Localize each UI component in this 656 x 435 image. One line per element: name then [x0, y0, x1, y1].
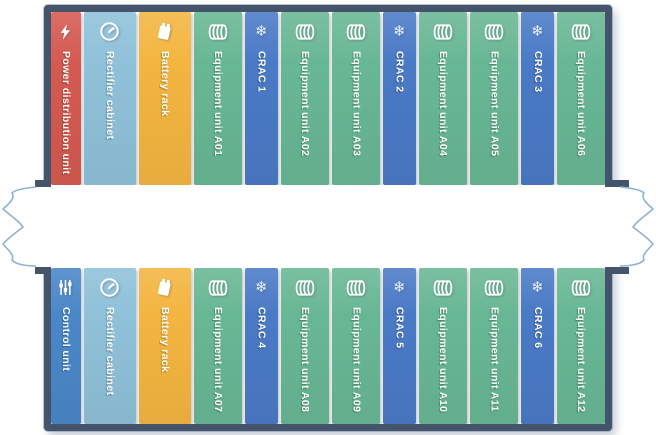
rack-label: Equipment unit A05 — [488, 51, 501, 157]
rack-label: Equipment unit A12 — [575, 307, 588, 413]
rack-label: Equipment unit A01 — [212, 51, 225, 157]
battery-icon — [153, 18, 176, 45]
rack-battery-rack: Battery rack — [138, 12, 191, 185]
server-stack-icon — [432, 18, 454, 45]
rack-equipment-unit-a04: Equipment unit A04 — [418, 12, 467, 185]
rack-equipment-unit-a01: Equipment unit A01 — [193, 12, 243, 185]
rack-crac-1: ❄ CRAC 1 — [245, 12, 278, 185]
rack-label: Equipment unit A09 — [350, 307, 363, 413]
rack-rectifier-cabinet: Rectifier cabinet — [83, 12, 136, 185]
snowflake-icon: ❄ — [531, 278, 544, 296]
rack-crac-6: ❄ CRAC 6 — [521, 268, 554, 424]
gauge-icon — [98, 274, 121, 301]
server-stack-icon — [483, 18, 505, 45]
rack-equipment-unit-a07: Equipment unit A07 — [193, 268, 243, 424]
snowflake-icon: ❄ — [393, 22, 406, 40]
rack-power-distribution-unit: Power distribution unit — [51, 12, 81, 185]
rack-crac-5: ❄ CRAC 5 — [383, 268, 416, 424]
rack-equipment-unit-a08: Equipment unit A08 — [280, 268, 329, 424]
rack-label: CRAC 5 — [393, 307, 406, 349]
rack-equipment-unit-a02: Equipment unit A02 — [280, 12, 329, 185]
diagram-break-band — [0, 185, 656, 268]
rack-label: Rectifier cabinet — [104, 307, 117, 396]
rack-label: CRAC 3 — [531, 51, 544, 93]
rack-label: Control unit — [60, 307, 73, 372]
rack-equipment-unit-a09: Equipment unit A09 — [331, 268, 381, 424]
rack-label: Equipment unit A07 — [212, 307, 225, 413]
equipment-row-bottom: Control unit Rectifier cabinet Battery rac… — [51, 268, 606, 424]
server-stack-icon — [432, 274, 454, 301]
server-stack-icon — [345, 274, 367, 301]
rack-rectifier-cabinet: Rectifier cabinet — [83, 268, 136, 424]
rack-equipment-unit-a03: Equipment unit A03 — [331, 12, 381, 185]
rack-label: Equipment unit A11 — [488, 307, 501, 412]
rack-label: Equipment unit A03 — [350, 51, 363, 157]
rack-equipment-unit-a11: Equipment unit A11 — [469, 268, 519, 424]
gauge-icon — [98, 18, 121, 45]
torn-edge-left-icon — [2, 180, 51, 274]
torn-edge-right-icon — [605, 180, 654, 274]
sliders-icon — [55, 274, 76, 301]
rack-crac-2: ❄ CRAC 2 — [383, 12, 416, 185]
rack-label: CRAC 4 — [255, 307, 268, 349]
server-stack-icon — [207, 274, 229, 301]
rack-label: Equipment unit A04 — [437, 51, 450, 157]
rack-label: Equipment unit A08 — [299, 307, 312, 413]
rack-label: Equipment unit A02 — [299, 51, 312, 157]
battery-icon — [153, 274, 176, 301]
rack-equipment-unit-a06: Equipment unit A06 — [556, 12, 606, 185]
server-stack-icon — [294, 18, 316, 45]
snowflake-icon: ❄ — [255, 22, 268, 40]
server-stack-icon — [345, 18, 367, 45]
rack-equipment-unit-a12: Equipment unit A12 — [556, 268, 606, 424]
snowflake-icon: ❄ — [531, 22, 544, 40]
snowflake-icon: ❄ — [393, 278, 406, 296]
rack-crac-4: ❄ CRAC 4 — [245, 268, 278, 424]
server-stack-icon — [483, 274, 505, 301]
rack-label: Battery rack — [159, 51, 172, 117]
snowflake-icon: ❄ — [255, 278, 268, 296]
server-stack-icon — [294, 274, 316, 301]
rack-equipment-unit-a05: Equipment unit A05 — [469, 12, 519, 185]
rack-label: CRAC 2 — [393, 51, 406, 93]
rack-label: Power distribution unit — [60, 51, 73, 175]
lightning-icon — [57, 18, 74, 45]
server-stack-icon — [570, 274, 592, 301]
rack-control-unit: Control unit — [51, 268, 81, 424]
rack-label: Equipment unit A06 — [575, 51, 588, 157]
rack-label: CRAC 1 — [255, 51, 268, 93]
rack-equipment-unit-a10: Equipment unit A10 — [418, 268, 467, 424]
rack-battery-rack: Battery rack — [138, 268, 191, 424]
rack-label: Battery rack — [159, 307, 172, 373]
rack-label: CRAC 6 — [531, 307, 544, 349]
rack-label: Rectifier cabinet — [104, 51, 117, 140]
server-stack-icon — [207, 18, 229, 45]
rack-crac-3: ❄ CRAC 3 — [521, 12, 554, 185]
equipment-row-top: Power distribution unit Rectifier cabinet… — [51, 12, 606, 185]
server-stack-icon — [570, 18, 592, 45]
rack-label: Equipment unit A10 — [437, 307, 450, 413]
